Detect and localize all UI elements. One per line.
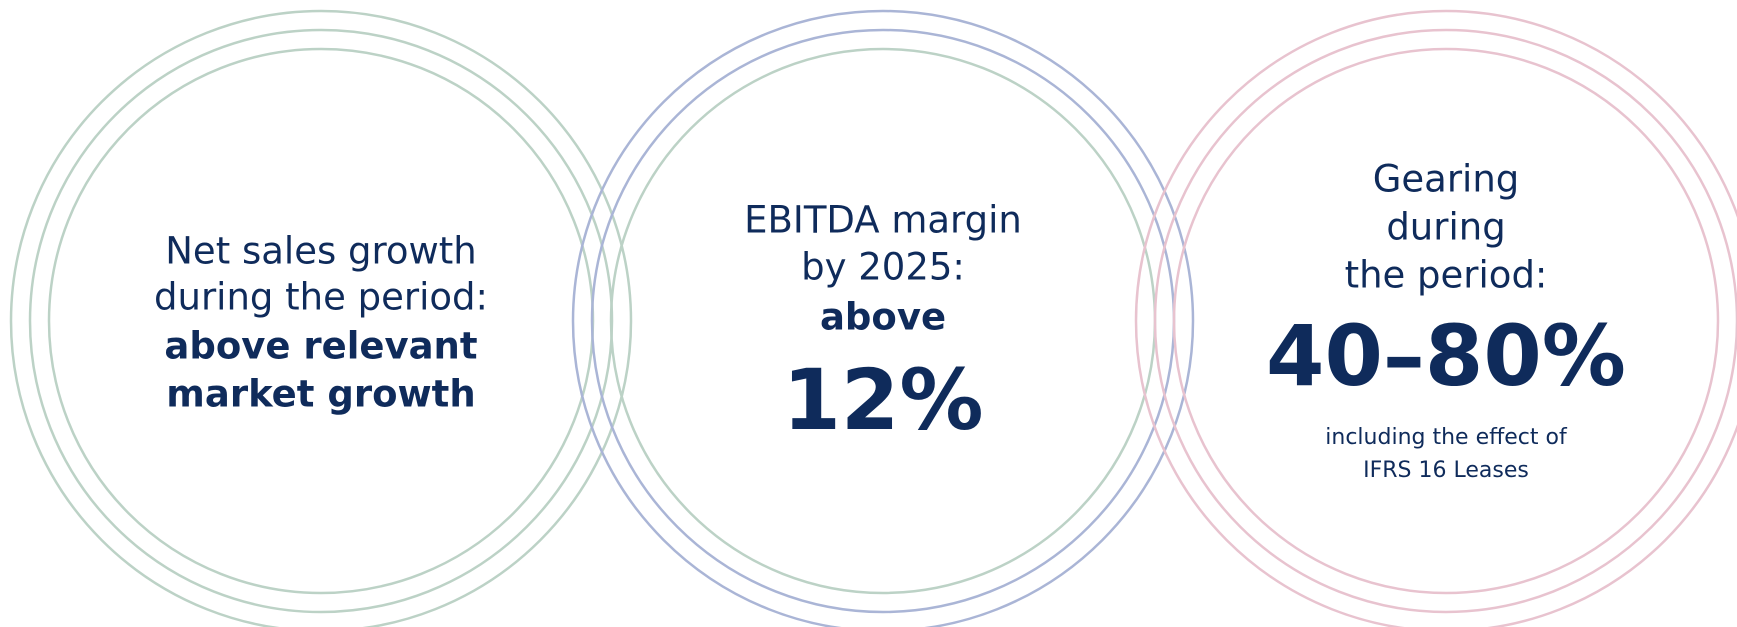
figure: 12% — [782, 351, 983, 449]
ring — [47, 47, 595, 595]
note: IFRS 16 Leases — [1363, 458, 1529, 483]
note: including the effect of — [1325, 425, 1568, 450]
label: during — [1386, 206, 1505, 249]
target-3: Gearing during the period: 40–80% includ… — [1266, 158, 1626, 484]
figure: 40–80% — [1266, 307, 1626, 405]
label: the period: — [1345, 254, 1548, 297]
target-2: EBITDA margin by 2025: above 12% — [744, 199, 1022, 449]
target-1: Net sales growth during the period: abov… — [154, 230, 488, 416]
ring — [1172, 47, 1720, 595]
label: EBITDA margin — [744, 199, 1022, 242]
ring — [1134, 9, 1737, 627]
label: Gearing — [1373, 158, 1520, 201]
emphasis: market growth — [166, 373, 475, 416]
label: during the period: — [154, 276, 488, 319]
label: by 2025: — [801, 246, 965, 289]
ring — [28, 28, 614, 614]
ring — [1153, 28, 1737, 614]
emphasis: above — [820, 296, 946, 339]
ring — [9, 9, 633, 627]
emphasis: above relevant — [164, 325, 477, 368]
ring — [571, 9, 1195, 627]
label: Net sales growth — [165, 230, 476, 273]
rings — [9, 9, 1737, 627]
